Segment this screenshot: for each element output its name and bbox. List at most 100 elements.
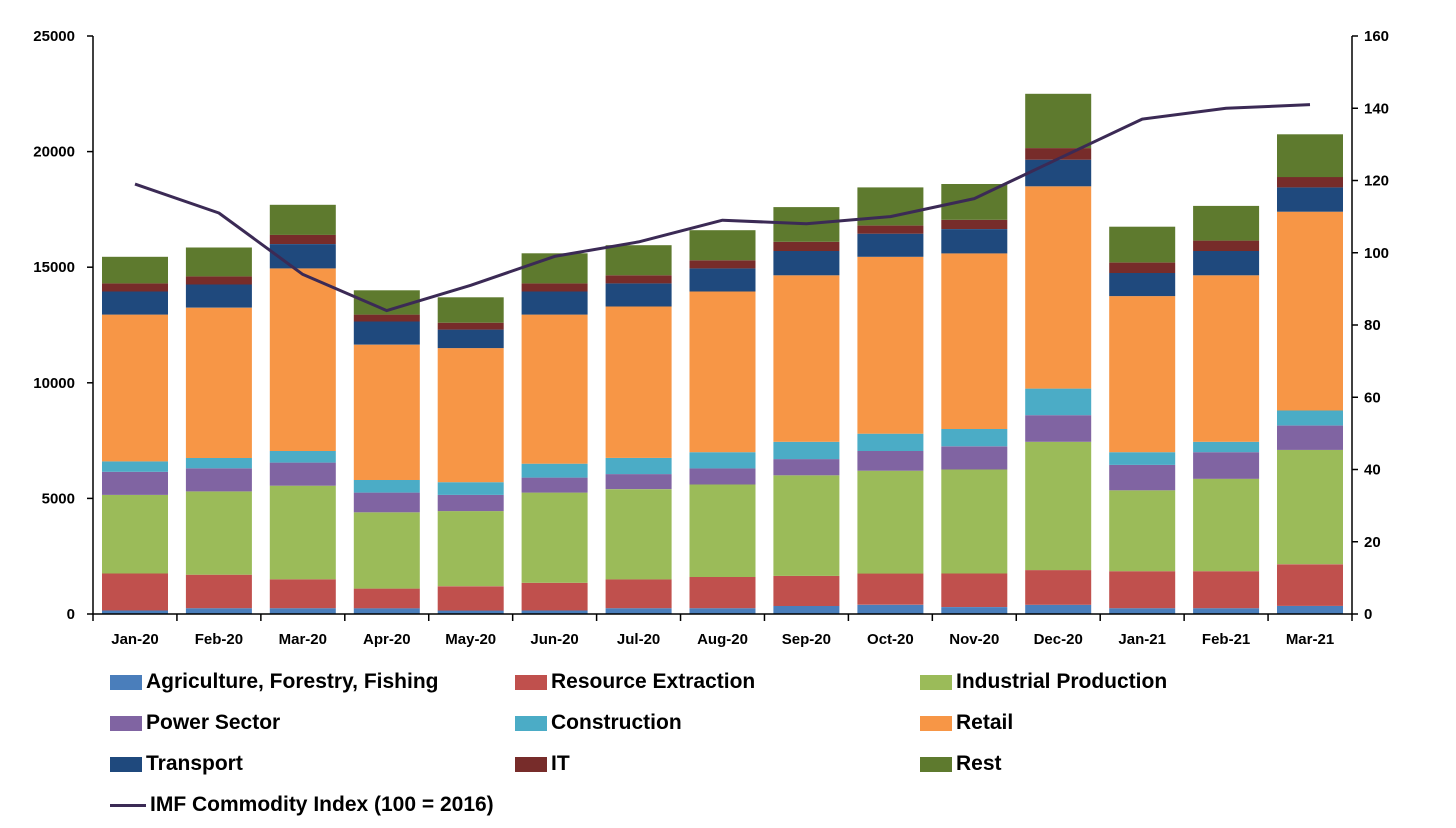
right-tick-label: 80 (1364, 317, 1381, 334)
bar-retail-mar-20 (269, 268, 336, 451)
commodity-index-line (134, 103, 1311, 313)
bar-retail-feb-20 (185, 307, 252, 458)
x-tick-label: Jul-20 (617, 631, 660, 648)
bar-retail-aug-20 (689, 291, 756, 453)
legend-item-power-sector: Power Sector (110, 703, 280, 743)
x-tick-label: Jun-20 (530, 631, 578, 648)
legend-swatch (515, 715, 547, 731)
right-tick-label: 40 (1364, 462, 1381, 479)
x-tick-label: Sep-20 (782, 631, 831, 648)
bar-rest-jun-20 (521, 253, 588, 284)
bar-transport-jan-21 (1109, 273, 1176, 297)
bar-it-mar-20 (269, 234, 336, 244)
bar-transport-sep-20 (773, 251, 840, 276)
bar-resource-extraction-may-20 (437, 586, 504, 611)
bar-resource-extraction-dec-20 (1025, 570, 1092, 605)
right-tick-label: 60 (1364, 389, 1381, 406)
bar-rest-jan-20 (102, 256, 168, 284)
bar-power-sector-mar-21 (1277, 425, 1343, 450)
bar-industrial-production-feb-20 (185, 491, 252, 575)
bar-transport-jan-20 (102, 291, 168, 315)
x-tick-label: Apr-20 (363, 631, 411, 648)
bar-rest-mar-21 (1277, 134, 1343, 178)
x-tick-label: Mar-20 (279, 631, 327, 648)
bar-rest-jan-21 (1109, 226, 1176, 263)
x-tick-label: May-20 (445, 631, 496, 648)
bar-industrial-production-sep-20 (773, 475, 840, 576)
bar-it-sep-20 (773, 241, 840, 251)
bar-transport-feb-20 (185, 284, 252, 308)
bar-resource-extraction-jan-21 (1109, 571, 1176, 609)
bar-transport-aug-20 (689, 268, 756, 292)
bar-construction-apr-20 (353, 479, 420, 493)
bar-construction-mar-20 (269, 451, 336, 463)
x-tick-label: Nov-20 (949, 631, 999, 648)
bar-power-sector-jun-20 (521, 477, 588, 493)
x-tick-label: Dec-20 (1034, 631, 1083, 648)
legend-label: Rest (956, 752, 1002, 775)
bar-industrial-production-dec-20 (1025, 441, 1092, 571)
bar-retail-feb-21 (1193, 275, 1260, 442)
legend-swatch (920, 756, 952, 772)
bar-retail-dec-20 (1025, 186, 1092, 389)
bar-agriculture-forestry-fishing-oct-20 (857, 604, 924, 614)
legend-label: Industrial Production (956, 670, 1168, 693)
bar-transport-may-20 (437, 329, 504, 349)
bar-it-apr-20 (353, 314, 420, 322)
bar-rest-feb-21 (1193, 205, 1260, 241)
bar-retail-nov-20 (941, 253, 1008, 429)
bar-agriculture-forestry-fishing-apr-20 (353, 608, 420, 614)
bar-industrial-production-jul-20 (605, 489, 672, 580)
bar-agriculture-forestry-fishing-dec-20 (1025, 604, 1092, 614)
left-tick-label: 0 (67, 606, 75, 623)
bar-agriculture-forestry-fishing-aug-20 (689, 608, 756, 614)
bar-construction-mar-21 (1277, 410, 1343, 426)
legend-label: IT (551, 752, 570, 775)
bar-agriculture-forestry-fishing-nov-20 (941, 607, 1008, 614)
legend-label: Transport (146, 752, 243, 775)
bar-transport-apr-20 (353, 321, 420, 345)
legend-item-it: IT (515, 744, 570, 784)
legend-item-transport: Transport (110, 744, 243, 784)
bar-it-jan-20 (102, 283, 168, 292)
legend-item-retail: Retail (920, 703, 1013, 743)
bar-agriculture-forestry-fishing-jan-21 (1109, 608, 1176, 614)
bar-power-sector-oct-20 (857, 451, 924, 471)
x-tick-label: Jan-21 (1118, 631, 1166, 648)
bar-agriculture-forestry-fishing-may-20 (437, 610, 504, 614)
bar-agriculture-forestry-fishing-sep-20 (773, 605, 840, 614)
bar-resource-extraction-feb-20 (185, 574, 252, 609)
bar-industrial-production-mar-21 (1277, 449, 1343, 565)
bar-construction-jun-20 (521, 463, 588, 478)
bar-it-jun-20 (521, 283, 588, 292)
x-tick-label: Jan-20 (111, 631, 159, 648)
bar-agriculture-forestry-fishing-feb-20 (185, 608, 252, 614)
bar-segments (102, 93, 1343, 614)
legend-label: Resource Extraction (551, 670, 756, 693)
bar-resource-extraction-apr-20 (353, 588, 420, 609)
bar-resource-extraction-mar-20 (269, 579, 336, 609)
bar-power-sector-nov-20 (941, 446, 1008, 470)
bar-power-sector-apr-20 (353, 492, 420, 513)
bar-construction-aug-20 (689, 452, 756, 469)
bar-resource-extraction-mar-21 (1277, 564, 1343, 606)
bar-resource-extraction-jul-20 (605, 579, 672, 609)
legend-swatch (515, 756, 547, 772)
bar-it-dec-20 (1025, 148, 1092, 160)
bar-construction-may-20 (437, 482, 504, 495)
bar-retail-may-20 (437, 348, 504, 483)
bar-rest-mar-20 (269, 204, 336, 235)
right-tick-label: 120 (1364, 173, 1389, 190)
left-tick-label: 20000 (33, 144, 75, 161)
right-tick-label: 100 (1364, 245, 1389, 262)
bar-agriculture-forestry-fishing-feb-21 (1193, 608, 1260, 614)
bar-resource-extraction-aug-20 (689, 577, 756, 609)
bar-retail-sep-20 (773, 275, 840, 442)
legend-label: Agriculture, Forestry, Fishing (146, 670, 439, 693)
bar-construction-dec-20 (1025, 388, 1092, 416)
legend-item-agriculture-forestry-fishing: Agriculture, Forestry, Fishing (110, 662, 438, 702)
legend-swatch (110, 756, 142, 772)
right-tick-label: 140 (1364, 100, 1389, 117)
bar-industrial-production-jan-20 (102, 494, 168, 574)
bar-resource-extraction-jan-20 (102, 573, 168, 611)
